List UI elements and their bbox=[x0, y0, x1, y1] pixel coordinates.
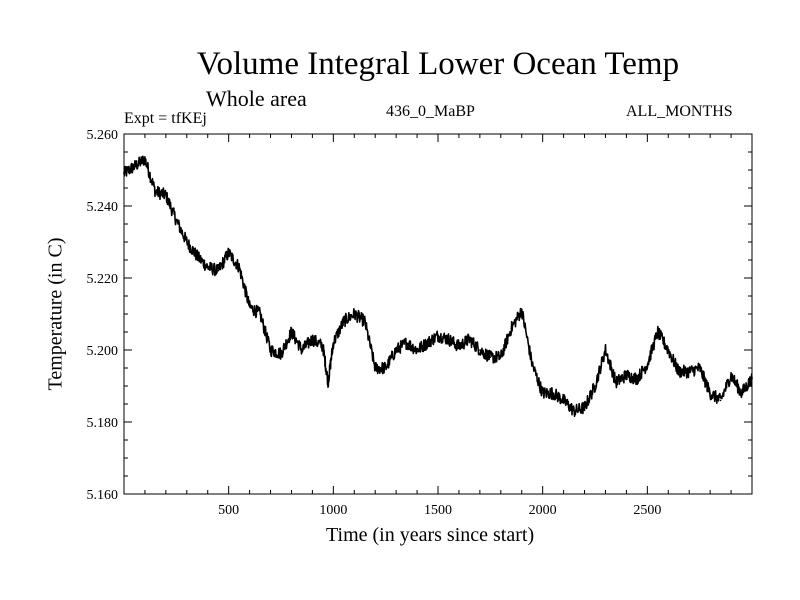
plot-frame bbox=[123, 133, 753, 495]
y-tick-label: 5.180 bbox=[87, 416, 119, 431]
data-point bbox=[447, 338, 450, 341]
data-point bbox=[520, 309, 523, 312]
data-point bbox=[479, 349, 481, 351]
data-point bbox=[269, 349, 272, 351]
series-layer bbox=[123, 155, 753, 418]
data-point bbox=[751, 378, 753, 380]
data-point bbox=[426, 342, 429, 344]
data-point bbox=[165, 194, 167, 196]
data-point bbox=[458, 345, 460, 348]
x-tick-label: 2500 bbox=[633, 503, 661, 518]
months-label: ALL_MONTHS bbox=[626, 103, 733, 120]
data-point bbox=[552, 392, 554, 395]
run-label: 436_0_MaBP bbox=[386, 103, 475, 120]
data-point bbox=[301, 349, 303, 351]
data-point bbox=[290, 331, 293, 333]
data-point bbox=[688, 370, 690, 373]
axis-ticks: 5.160 5.180 5.200 5.220 5.240 5.260 500 1000 150… bbox=[87, 128, 752, 518]
chart-title: Volume Integral Lower Ocean Temp bbox=[196, 46, 680, 82]
y-tick-label: 5.240 bbox=[87, 200, 119, 215]
y-tick-label: 5.220 bbox=[87, 272, 119, 287]
data-point bbox=[562, 399, 565, 402]
data-point bbox=[238, 266, 240, 269]
data-point bbox=[311, 338, 314, 341]
y-tick-label: 5.160 bbox=[87, 488, 119, 503]
data-point bbox=[646, 363, 649, 366]
data-point bbox=[123, 172, 125, 175]
data-point bbox=[740, 392, 743, 395]
data-point bbox=[709, 392, 711, 395]
data-point bbox=[322, 345, 324, 348]
data-point bbox=[259, 313, 261, 315]
data-point bbox=[698, 367, 701, 369]
data-point bbox=[604, 349, 607, 351]
data-point bbox=[206, 266, 209, 269]
data-point bbox=[374, 367, 377, 369]
data-point bbox=[343, 320, 345, 323]
data-point bbox=[332, 342, 335, 344]
data-point bbox=[636, 378, 638, 380]
data-point bbox=[500, 356, 502, 359]
data-point bbox=[510, 327, 513, 330]
data-point bbox=[657, 331, 659, 333]
data-point bbox=[217, 270, 219, 272]
data-point bbox=[730, 374, 732, 377]
x-tick-label: 1000 bbox=[319, 503, 347, 518]
series-line bbox=[123, 155, 753, 418]
data-point bbox=[280, 352, 282, 355]
data-point bbox=[468, 338, 471, 341]
data-point bbox=[384, 367, 387, 369]
x-axis-label: Time (in years since start) bbox=[326, 524, 535, 546]
data-point bbox=[363, 320, 366, 323]
y-tick-label: 5.200 bbox=[87, 344, 119, 359]
data-point bbox=[437, 334, 439, 337]
data-point bbox=[489, 356, 492, 359]
data-point bbox=[625, 374, 628, 377]
data-point bbox=[248, 306, 251, 308]
x-tick-label: 2000 bbox=[529, 503, 557, 518]
data-point bbox=[196, 255, 199, 258]
data-point bbox=[327, 381, 329, 384]
data-point bbox=[186, 241, 188, 243]
data-point bbox=[615, 381, 617, 384]
data-point bbox=[133, 165, 136, 168]
chart-subtitle: Whole area bbox=[206, 86, 307, 111]
y-tick-label: 5.260 bbox=[87, 128, 119, 143]
data-point bbox=[416, 349, 418, 351]
x-tick-label: 1500 bbox=[424, 503, 452, 518]
data-point bbox=[594, 385, 596, 387]
data-point bbox=[353, 313, 356, 315]
data-point bbox=[405, 342, 408, 344]
data-point bbox=[677, 370, 680, 373]
data-point bbox=[541, 392, 544, 395]
data-point bbox=[175, 219, 178, 222]
data-point bbox=[667, 349, 670, 351]
data-point bbox=[719, 399, 722, 402]
data-point bbox=[144, 158, 146, 160]
data-point bbox=[531, 363, 533, 366]
data-point bbox=[395, 349, 397, 351]
data-point bbox=[154, 190, 157, 193]
data-point bbox=[573, 410, 575, 413]
data-point bbox=[583, 406, 586, 409]
experiment-label: Expt = tfKEj bbox=[124, 110, 207, 127]
x-tick-label: 500 bbox=[218, 503, 239, 518]
data-point bbox=[227, 252, 230, 254]
